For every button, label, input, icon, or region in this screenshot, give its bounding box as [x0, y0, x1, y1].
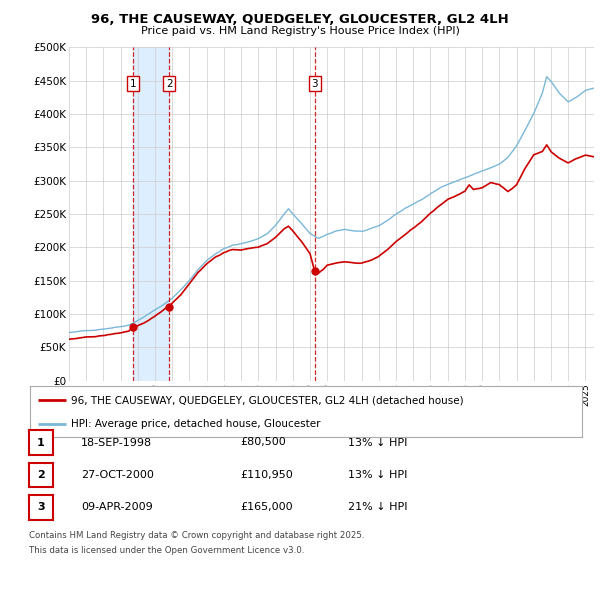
Text: 96, THE CAUSEWAY, QUEDGELEY, GLOUCESTER, GL2 4LH: 96, THE CAUSEWAY, QUEDGELEY, GLOUCESTER,… — [91, 13, 509, 26]
Text: 1: 1 — [37, 438, 44, 447]
Text: 2: 2 — [37, 470, 44, 480]
Text: £80,500: £80,500 — [240, 438, 286, 447]
Text: 27-OCT-2000: 27-OCT-2000 — [81, 470, 154, 480]
Text: This data is licensed under the Open Government Licence v3.0.: This data is licensed under the Open Gov… — [29, 546, 304, 555]
Text: 13% ↓ HPI: 13% ↓ HPI — [348, 470, 407, 480]
Text: £110,950: £110,950 — [240, 470, 293, 480]
Text: 2: 2 — [166, 79, 173, 89]
Bar — [133, 47, 169, 381]
Text: 96, THE CAUSEWAY, QUEDGELEY, GLOUCESTER, GL2 4LH (detached house): 96, THE CAUSEWAY, QUEDGELEY, GLOUCESTER,… — [71, 395, 464, 405]
Text: Price paid vs. HM Land Registry's House Price Index (HPI): Price paid vs. HM Land Registry's House … — [140, 26, 460, 36]
Text: 3: 3 — [311, 79, 318, 89]
Text: 18-SEP-1998: 18-SEP-1998 — [81, 438, 152, 447]
Text: 1: 1 — [130, 79, 136, 89]
Text: £165,000: £165,000 — [240, 503, 293, 512]
Text: 3: 3 — [37, 503, 44, 512]
Text: 13% ↓ HPI: 13% ↓ HPI — [348, 438, 407, 447]
Text: HPI: Average price, detached house, Gloucester: HPI: Average price, detached house, Glou… — [71, 419, 321, 429]
Text: Contains HM Land Registry data © Crown copyright and database right 2025.: Contains HM Land Registry data © Crown c… — [29, 531, 364, 540]
Text: 09-APR-2009: 09-APR-2009 — [81, 503, 153, 512]
Text: 21% ↓ HPI: 21% ↓ HPI — [348, 503, 407, 512]
